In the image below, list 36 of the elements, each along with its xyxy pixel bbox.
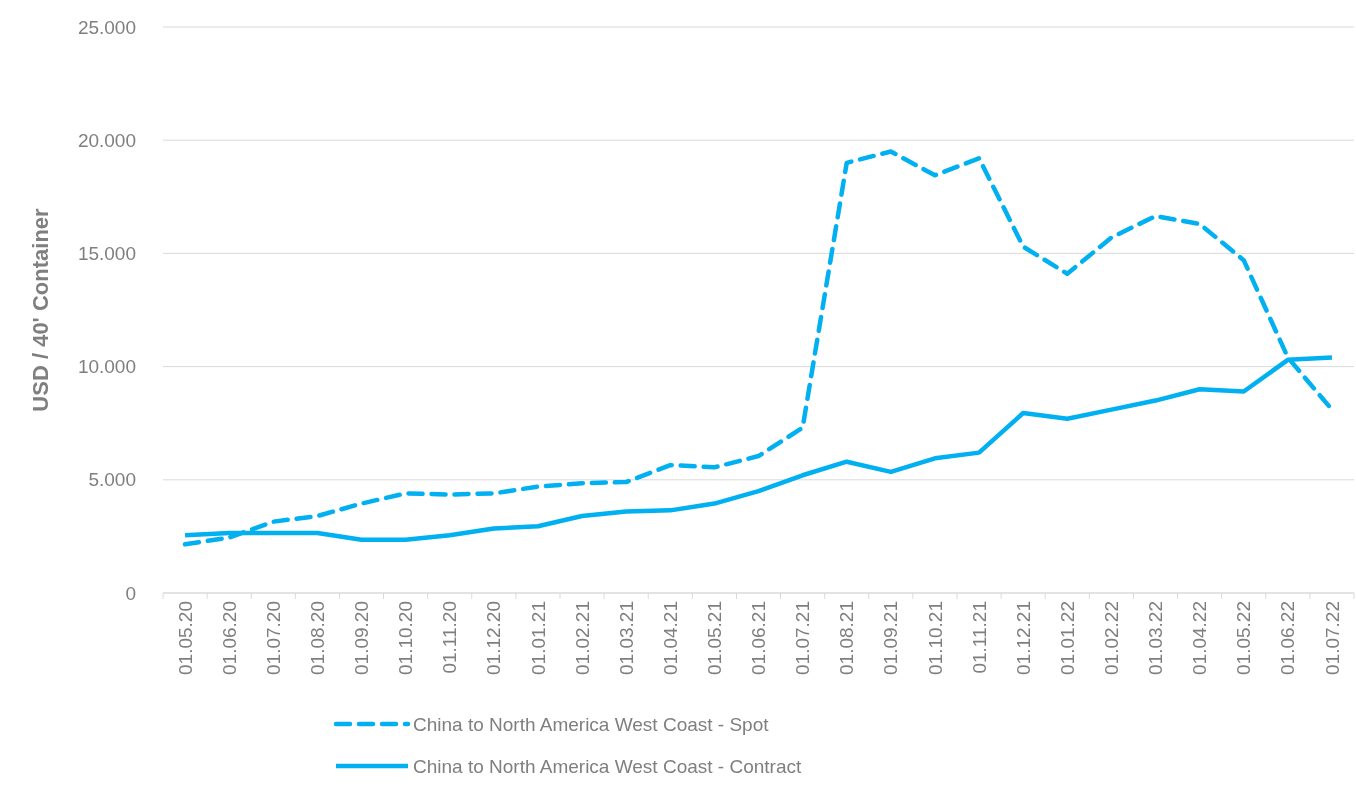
x-tick-label: 01.12.20 — [483, 601, 505, 675]
x-tick-label: 01.02.22 — [1101, 601, 1123, 675]
x-tick-label: 01.05.20 — [174, 601, 196, 675]
x-tick-label: 01.10.21 — [924, 601, 946, 675]
x-tick-label: 01.04.21 — [659, 601, 681, 675]
x-tick-label: 01.09.21 — [880, 601, 902, 675]
x-tick-label: 01.06.21 — [748, 601, 770, 675]
x-tick-label: 01.06.20 — [218, 601, 240, 675]
x-tick-label: 01.07.20 — [262, 601, 284, 675]
x-tick-label: 01.01.21 — [527, 601, 549, 675]
x-tick-label: 01.07.22 — [1321, 601, 1343, 675]
x-tick-label: 01.03.21 — [615, 601, 637, 675]
x-tick-label: 01.02.21 — [571, 601, 593, 675]
y-tick-label: 5.000 — [88, 469, 136, 491]
x-tick-label: 01.04.22 — [1189, 601, 1211, 675]
x-tick-label: 01.12.21 — [1012, 601, 1034, 675]
y-tick-label: 15.000 — [77, 243, 136, 265]
x-tick-label: 01.06.22 — [1277, 601, 1299, 675]
y-tick-label: 0 — [125, 582, 136, 604]
y-axis-title: USD / 40' Container — [28, 207, 53, 412]
x-tick-label: 01.05.22 — [1233, 601, 1255, 675]
x-tick-label: 01.08.21 — [836, 601, 858, 675]
y-tick-label: 20.000 — [77, 129, 136, 151]
x-tick-label: 01.03.22 — [1145, 601, 1167, 675]
legend-label: China to North America West Coast - Spot — [413, 713, 770, 735]
x-tick-label: 01.08.20 — [307, 601, 329, 675]
x-tick-label: 01.10.20 — [395, 601, 417, 675]
x-tick-label: 01.11.20 — [439, 601, 461, 674]
x-tick-label: 01.11.21 — [968, 601, 990, 674]
x-tick-label: 01.07.21 — [792, 601, 814, 675]
x-tick-label: 01.01.22 — [1056, 601, 1078, 675]
x-tick-label: 01.05.21 — [704, 601, 726, 675]
y-tick-label: 10.000 — [77, 356, 136, 378]
x-tick-label: 01.09.20 — [351, 601, 373, 675]
y-tick-label: 25.000 — [77, 16, 136, 38]
legend-label: China to North America West Coast - Contract — [413, 755, 802, 777]
